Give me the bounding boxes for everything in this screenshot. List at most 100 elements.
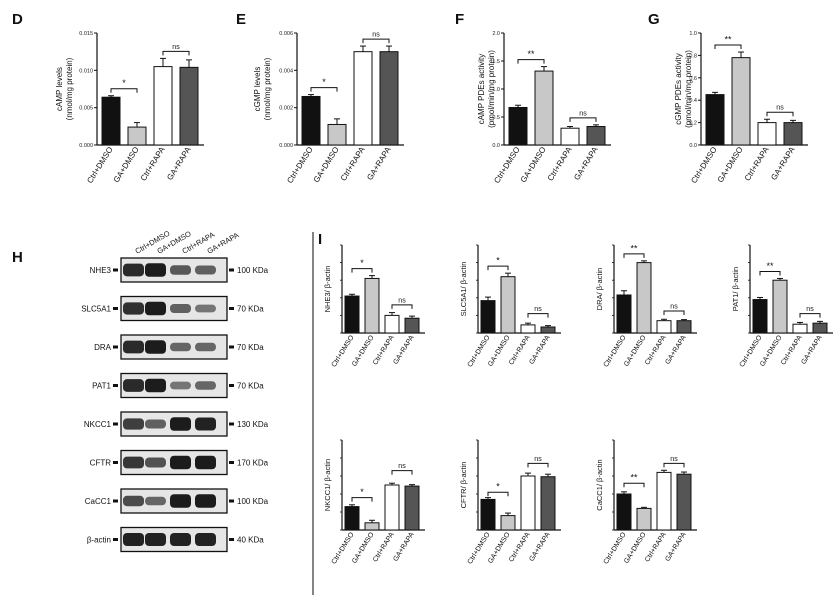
- blot-marker-right: [229, 307, 234, 310]
- panel-g-sig-bracket-left: [714, 44, 742, 50]
- panel-e-category-label: GA+DMSO: [312, 145, 341, 184]
- panel-f-chart: 0.0 0.5 1.0 1.5 2.0 cAMP PDEs activity (pmol/m…: [477, 31, 611, 185]
- blot-size-label: 170 KDa: [237, 459, 269, 468]
- panel-d-y-tick-label: 0.005: [79, 106, 93, 112]
- panel-i-7-bar: [656, 471, 672, 531]
- panel-i-3-chart: DRA/ β-actinCtrl+DMSOGA+DMSOCtrl+RAPAGA+…: [595, 243, 697, 369]
- panel-e-y-axis-label: (nmol/mg protein): [263, 57, 272, 120]
- panel-e-y-axis-label: cGMP levels: [253, 67, 262, 112]
- panel-i-3-sig-bracket-left: [623, 253, 645, 258]
- blot-band: [123, 456, 144, 469]
- panel-e-category-label: GA+RAPA: [365, 145, 393, 182]
- blot-band: [145, 378, 166, 393]
- panel-i-2-bar: [500, 276, 516, 334]
- panel-i-3-sig-bracket-right-label: ns: [670, 304, 678, 311]
- blot-protein-label: SLC5A1: [81, 305, 111, 314]
- panel-f-y-tick-label: 1.0: [492, 87, 500, 93]
- panel-d-category-label: GA+DMSO: [112, 145, 141, 184]
- blot-band: [170, 455, 191, 470]
- panel-i-4-chart: PAT1/ β-actinCtrl+DMSOGA+DMSOCtrl+RAPAGA…: [731, 244, 833, 369]
- panel-i-7-bar: [676, 473, 692, 531]
- panel-e-y-tick-label: 0.002: [279, 106, 293, 112]
- panel-e-sig-bracket-left: [310, 87, 338, 92]
- panel-e-category-label: Ctrl+DMSO: [285, 145, 314, 185]
- panel-d-y-axis-label: (nmol/mg protein): [65, 57, 74, 120]
- panel-e-bar: [379, 51, 399, 146]
- panel-i-6-chart: CFTR/ β-actinCtrl+DMSOGA+DMSOCtrl+RAPAGA…: [459, 439, 561, 566]
- panel-i-6-bar: [540, 476, 556, 531]
- panel-i-1-bar: [344, 295, 360, 334]
- panel-i-4-bar: [772, 279, 788, 334]
- panel-i-2-chart: SLC5A1/ β-actinCtrl+DMSOGA+DMSOCtrl+RAPA…: [459, 244, 561, 369]
- panel-g-category-label: GA+RAPA: [769, 145, 797, 182]
- panel-i-5-bar: [404, 485, 420, 531]
- blot-size-label: 70 KDa: [237, 305, 264, 314]
- panel-f-bar: [508, 106, 528, 146]
- panel-e-chart: 0.000 0.002 0.004 0.006 cGMP levels (nmol/mg …: [253, 31, 404, 185]
- panel-d-category-label: GA+RAPA: [165, 145, 193, 182]
- panel-f-y-tick-label: 0.5: [492, 115, 500, 121]
- panel-g-category-label: Ctrl+RAPA: [743, 145, 771, 183]
- panel-f-y-axis-label: (pmol/min/mg protein): [487, 50, 496, 128]
- panel-g-sig-bracket-right: [766, 111, 794, 117]
- panel-i-6-sig-bracket-left-label: *: [496, 482, 500, 492]
- panel-letter-h: H: [12, 249, 23, 266]
- panel-i-4-sig-bracket-right: [799, 313, 821, 318]
- blot-marker-right: [229, 461, 234, 464]
- panel-f-y-tick-label: 1.5: [492, 59, 500, 65]
- blot-band: [195, 417, 216, 431]
- panel-i-6-y-axis-label: CFTR/ β-actin: [459, 462, 468, 509]
- panel-e-y-tick-label: 0.004: [279, 68, 293, 74]
- blot-band: [123, 302, 144, 315]
- blot-band: [145, 419, 166, 429]
- blot-band: [170, 381, 191, 390]
- panel-g-bar: [757, 122, 777, 146]
- panel-d-y-tick-label: 0.000: [79, 143, 93, 149]
- panel-g-bar: [783, 122, 803, 146]
- panel-d-bar: [179, 66, 199, 146]
- panel-e-sig-bracket-left-label: *: [322, 77, 326, 87]
- blot-band: [145, 263, 166, 277]
- panel-d-category-label: Ctrl+DMSO: [85, 145, 114, 185]
- blot-band: [170, 303, 191, 314]
- panel-f-bar: [534, 70, 554, 146]
- panel-i-7-bar: [636, 507, 652, 531]
- panel-g-y-tick-label: 0.0: [689, 143, 697, 149]
- panel-i-5-sig-bracket-left: [351, 497, 373, 502]
- panel-i-5-chart: NKCC1/ β-actinCtrl+DMSOGA+DMSOCtrl+RAPAG…: [323, 439, 425, 566]
- panel-d-bar: [153, 66, 173, 146]
- blot-band: [145, 457, 166, 468]
- panel-f-y-tick-label: 0.0: [492, 143, 500, 149]
- panel-d-y-tick-label: 0.010: [79, 68, 93, 74]
- panel-i-2-sig-bracket-right: [527, 313, 549, 318]
- panel-i-4-bar: [792, 323, 808, 334]
- panel-f-sig-bracket-right-label: ns: [579, 110, 587, 117]
- panel-d-sig-bracket-left: [110, 88, 138, 93]
- panel-i-3-bar: [616, 294, 632, 334]
- blot-band: [123, 495, 144, 507]
- panel-i-5-sig-bracket-right: [391, 470, 413, 475]
- panel-i-7-sig-bracket-right: [663, 462, 685, 468]
- panel-i-1-sig-bracket-left-label: *: [360, 258, 364, 268]
- blot-marker-left: [113, 268, 118, 272]
- panel-i-2-bar: [520, 324, 536, 334]
- panel-g-sig-bracket-right-label: ns: [776, 105, 784, 112]
- panel-d-y-tick-label: 0.015: [79, 31, 93, 37]
- blot-marker-left: [113, 461, 118, 464]
- blot-band: [145, 532, 166, 547]
- panel-f-sig-bracket-right: [569, 117, 597, 122]
- panel-f-y-tick-label: 2.0: [492, 31, 500, 37]
- panel-i-5-bar: [364, 522, 380, 531]
- panel-i-4-sig-bracket-right-label: ns: [806, 306, 814, 313]
- panel-i-2-sig-bracket-right-label: ns: [534, 306, 542, 313]
- panel-i-5-bar: [344, 506, 360, 531]
- blot-band: [195, 455, 216, 470]
- panel-i-7-chart: CaCC1/ β-actinCtrl+DMSOGA+DMSOCtrl+RAPAG…: [595, 439, 697, 566]
- blot-band: [170, 532, 191, 547]
- panel-i-7-bar: [616, 493, 632, 531]
- panel-i-4-bar: [752, 299, 768, 334]
- panel-g-bar: [705, 94, 725, 146]
- panel-f-sig-bracket-left-label: **: [527, 49, 535, 59]
- blot-band: [170, 417, 191, 431]
- blot-marker-right: [229, 268, 234, 272]
